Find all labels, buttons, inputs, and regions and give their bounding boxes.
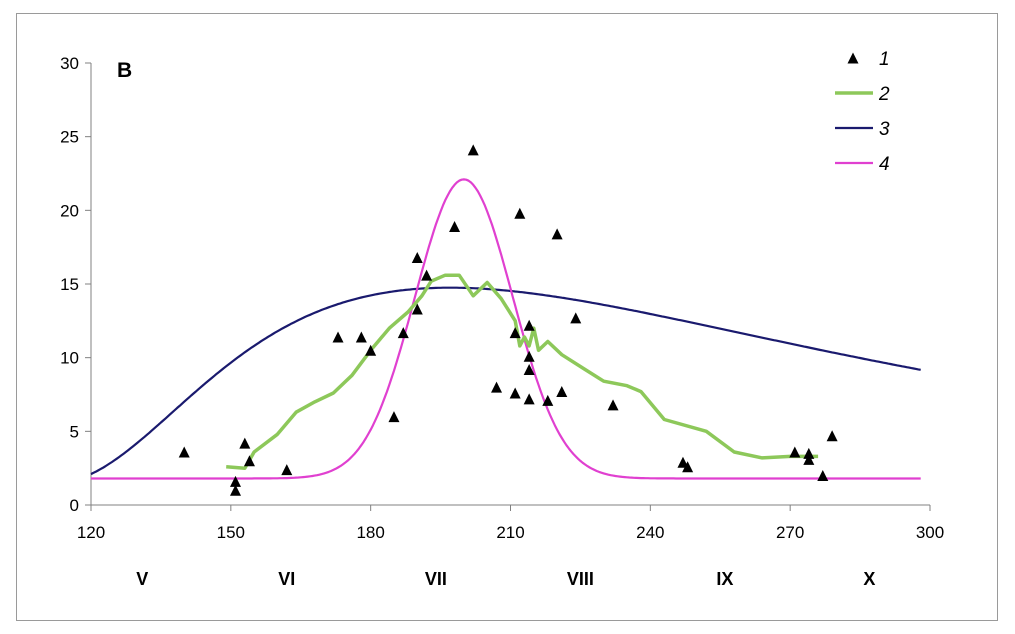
series-1-point <box>523 393 535 405</box>
panel-label: B <box>117 59 132 82</box>
series-1-point <box>388 411 400 423</box>
legend-label-3: 3 <box>879 119 890 140</box>
series-1-point <box>397 327 409 339</box>
series-1-point <box>826 430 838 442</box>
series-4-line <box>91 178 921 480</box>
month-label: VII <box>425 569 447 589</box>
series-1-point <box>411 251 423 263</box>
y-tick-label: 5 <box>70 422 79 441</box>
legend-label-4: 4 <box>879 154 890 175</box>
series-1-point <box>556 386 568 398</box>
series-1-point <box>509 387 521 399</box>
x-tick-label: 300 <box>916 523 944 542</box>
month-label: X <box>863 569 875 589</box>
series-1-point <box>682 461 694 473</box>
chart-svg: 0 5 10 15 20 25 30 120 150 180 210 240 270 300 V VI VII V… <box>60 49 944 589</box>
series-1-point <box>229 484 241 496</box>
series-1-point <box>491 381 503 393</box>
x-tick-label: 180 <box>356 523 384 542</box>
month-label: V <box>136 569 148 589</box>
series-1-point <box>803 447 815 459</box>
series-1-point <box>817 470 829 482</box>
x-tick-label: 240 <box>636 523 664 542</box>
y-tick-label: 30 <box>60 54 79 73</box>
series-1-point <box>411 303 423 315</box>
month-label: IX <box>716 569 733 589</box>
y-tick-label: 10 <box>60 349 79 368</box>
series-1-point <box>178 446 190 458</box>
legend-label-2: 2 <box>878 84 890 105</box>
series-1-point <box>789 446 801 458</box>
series-1-point <box>542 394 554 406</box>
series-1-point <box>607 399 619 411</box>
series-1-point <box>523 319 535 331</box>
series-1-point <box>229 475 241 487</box>
x-tick-label: 150 <box>217 523 245 542</box>
month-label: VIII <box>567 569 594 589</box>
series-1-point <box>570 312 582 324</box>
month-label: VI <box>278 569 295 589</box>
series-1-point <box>523 363 535 375</box>
y-tick-label: 15 <box>60 275 79 294</box>
chart-frame: 0 5 10 15 20 25 30 120 150 180 210 240 270 300 V VI VII V… <box>16 13 998 621</box>
legend-marker-1 <box>847 52 859 64</box>
series-1-point <box>551 228 563 240</box>
series-1-point <box>803 453 815 465</box>
series-1-point <box>509 327 521 339</box>
x-tick-label: 120 <box>77 523 105 542</box>
series-1-point <box>449 221 461 233</box>
y-tick-label: 20 <box>60 201 79 220</box>
series-1-point <box>355 331 367 343</box>
x-tick-label: 210 <box>496 523 524 542</box>
series-2-line <box>226 273 819 470</box>
series-1-point <box>421 269 433 281</box>
x-tick-label: 270 <box>776 523 804 542</box>
series-1-point <box>514 207 526 219</box>
series-1-point <box>467 144 479 156</box>
y-tick-label: 0 <box>70 496 79 515</box>
series-1-point <box>243 455 255 467</box>
series-1-point <box>523 350 535 362</box>
series-1-point <box>281 464 293 476</box>
legend-label-1: 1 <box>879 49 890 70</box>
series-1-point <box>332 331 344 343</box>
series-1-point <box>365 344 377 356</box>
series-3-line <box>90 286 921 476</box>
y-tick-label: 25 <box>60 128 79 147</box>
series-1-point <box>239 437 251 449</box>
